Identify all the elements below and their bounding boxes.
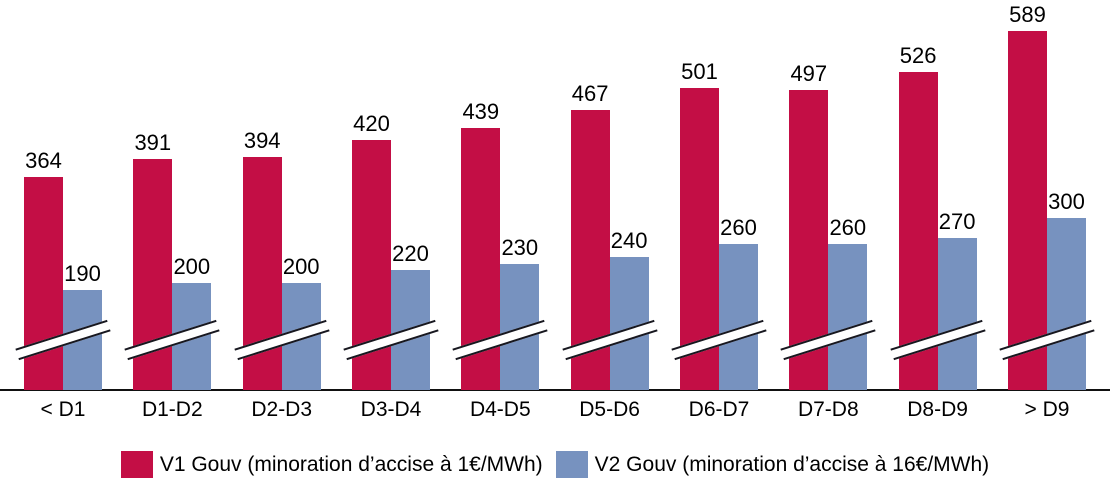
bar-v2-7 bbox=[719, 244, 758, 390]
value-label-v1-6: 467 bbox=[571, 80, 609, 106]
category-label-4: D3-D4 bbox=[360, 398, 422, 421]
x-axis-line bbox=[0, 388, 1110, 392]
value-label-v1-5: 439 bbox=[462, 99, 500, 125]
category-label-9: D8-D9 bbox=[907, 398, 968, 421]
legend: V1 Gouv (minoration d’accise à 1€/MWh) V2… bbox=[0, 451, 1110, 478]
value-label-v2-2: 200 bbox=[173, 254, 211, 280]
legend-label-v1: V1 Gouv (minoration d’accise à 1€/MWh) bbox=[159, 452, 543, 476]
value-label-v2-8: 260 bbox=[829, 215, 867, 241]
bar-v2-9 bbox=[937, 237, 977, 390]
category-label-5: D4-D5 bbox=[469, 398, 531, 421]
value-label-v1-3: 394 bbox=[243, 128, 281, 154]
value-label-v2-6: 240 bbox=[610, 228, 648, 254]
value-label-v2-1: 190 bbox=[64, 260, 101, 286]
value-label-v1-8: 497 bbox=[790, 61, 828, 87]
value-label-v2-5: 230 bbox=[501, 234, 539, 260]
legend-item-v2: V2 Gouv (minoration d’accise à 16€/MWh) bbox=[555, 451, 990, 478]
category-label-10: > D9 bbox=[1024, 398, 1070, 421]
legend-swatch-v2 bbox=[555, 451, 588, 478]
value-label-v1-4: 420 bbox=[353, 111, 390, 137]
bar-v2-8 bbox=[828, 244, 868, 390]
category-label-7: D6-D7 bbox=[688, 398, 750, 421]
value-label-v1-10: 589 bbox=[1009, 1, 1046, 27]
value-label-v1-9: 526 bbox=[899, 42, 937, 68]
category-label-1: < D1 bbox=[40, 398, 86, 421]
value-label-v2-3: 200 bbox=[282, 254, 320, 280]
category-label-8: D7-D8 bbox=[797, 398, 859, 421]
value-label-v1-7: 501 bbox=[681, 58, 718, 84]
value-label-v1-2: 391 bbox=[134, 130, 172, 156]
bar-v2-10 bbox=[1047, 218, 1086, 390]
value-label-v1-1: 364 bbox=[25, 147, 62, 173]
category-label-6: D5-D6 bbox=[579, 398, 640, 421]
bar-v1-10 bbox=[1008, 30, 1047, 390]
value-label-v2-7: 260 bbox=[720, 215, 757, 241]
category-label-2: D1-D2 bbox=[141, 398, 203, 421]
value-label-v2-4: 220 bbox=[392, 241, 429, 267]
legend-swatch-v1 bbox=[120, 451, 153, 478]
category-label-3: D2-D3 bbox=[251, 398, 313, 421]
legend-item-v1: V1 Gouv (minoration d’accise à 1€/MWh) bbox=[120, 451, 543, 478]
value-label-v2-10: 300 bbox=[1048, 189, 1085, 215]
value-label-v2-9: 270 bbox=[938, 208, 976, 234]
legend-label-v2: V2 Gouv (minoration d’accise à 16€/MWh) bbox=[594, 452, 990, 476]
